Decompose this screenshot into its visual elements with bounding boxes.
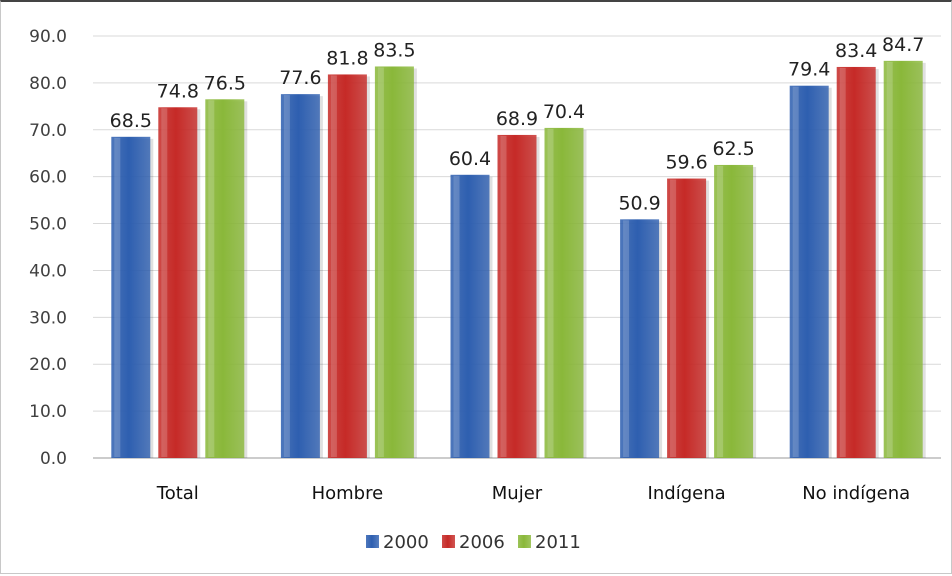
y-tick-label: 90.0 xyxy=(29,27,67,47)
category-label: Total xyxy=(156,483,199,504)
bar xyxy=(205,99,245,459)
category-label: No indígena xyxy=(802,483,910,504)
y-tick-label: 30.0 xyxy=(29,308,67,328)
bar-highlight xyxy=(208,100,215,458)
y-tick-label: 20.0 xyxy=(29,355,67,375)
data-label: 77.6 xyxy=(279,67,321,89)
bar xyxy=(667,178,707,458)
bar-highlight xyxy=(453,175,460,457)
data-label: 68.5 xyxy=(110,110,152,132)
bars xyxy=(111,60,926,459)
data-label: 74.8 xyxy=(157,80,199,102)
data-label: 83.5 xyxy=(373,39,415,61)
data-label: 50.9 xyxy=(618,192,660,214)
legend-swatch xyxy=(366,535,379,548)
category-labels: Total Hombre Mujer Indígena No indígena xyxy=(156,483,910,504)
bar xyxy=(789,85,829,459)
bar-highlight xyxy=(670,179,677,457)
bar-highlight xyxy=(500,135,507,458)
bar xyxy=(158,107,198,458)
data-label: 81.8 xyxy=(326,47,368,69)
bar xyxy=(374,66,414,458)
data-label: 62.5 xyxy=(712,138,754,160)
data-label: 83.4 xyxy=(835,40,877,62)
bar-highlight xyxy=(377,67,384,457)
data-label: 76.5 xyxy=(204,72,246,94)
bar xyxy=(280,94,320,459)
legend-item: 2000 xyxy=(366,532,429,553)
bar-highlight xyxy=(717,165,724,457)
data-labels: 68.574.8 76.5 77.681.8 83.5 60.468.9 70.4 50.9… xyxy=(110,34,925,214)
bar-highlight xyxy=(161,108,168,457)
bar-highlight xyxy=(839,67,846,458)
legend-item: 2006 xyxy=(442,532,505,553)
data-label: 59.6 xyxy=(665,152,707,174)
bar-highlight xyxy=(792,86,799,458)
y-tick-label: 0.0 xyxy=(40,449,67,469)
bar-highlight xyxy=(623,220,630,457)
category-label: Indígena xyxy=(648,483,726,504)
data-label: 79.4 xyxy=(788,59,830,81)
legend-label: 2000 xyxy=(383,532,429,553)
data-label: 84.7 xyxy=(882,34,924,56)
y-tick-label: 10.0 xyxy=(29,402,67,422)
legend: 2000 2006 2011 xyxy=(366,532,581,553)
y-tick-label: 40.0 xyxy=(29,261,67,281)
bar-highlight xyxy=(283,95,290,458)
data-label: 60.4 xyxy=(449,148,491,170)
y-tick-label: 70.0 xyxy=(29,121,67,141)
bar-highlight xyxy=(330,75,337,458)
bar xyxy=(836,66,876,459)
legend-label: 2006 xyxy=(459,532,505,553)
y-tick-label: 80.0 xyxy=(29,74,67,94)
legend-swatch xyxy=(518,535,531,548)
y-tick-label: 60.0 xyxy=(29,168,67,188)
bar-highlight xyxy=(114,137,121,458)
bar xyxy=(544,127,584,458)
bar-highlight xyxy=(886,61,893,458)
legend-item: 2011 xyxy=(518,532,581,553)
data-label: 68.9 xyxy=(496,108,538,130)
legend-swatch xyxy=(442,535,455,548)
bar xyxy=(883,60,923,459)
bar xyxy=(327,74,367,459)
data-label: 70.4 xyxy=(543,101,585,123)
legend-label: 2011 xyxy=(535,532,581,553)
bar-highlight xyxy=(547,128,554,457)
bar xyxy=(111,136,151,459)
y-axis-ticks: 0.0 10.0 20.0 30.0 40.0 50.0 60.0 70.0 80.0 90.0 xyxy=(29,27,67,469)
bar xyxy=(620,219,660,458)
bar xyxy=(497,134,537,459)
y-tick-label: 50.0 xyxy=(29,215,67,235)
category-label: Mujer xyxy=(492,483,543,504)
category-label: Hombre xyxy=(312,483,384,504)
bar xyxy=(450,174,490,458)
bar xyxy=(714,164,754,458)
